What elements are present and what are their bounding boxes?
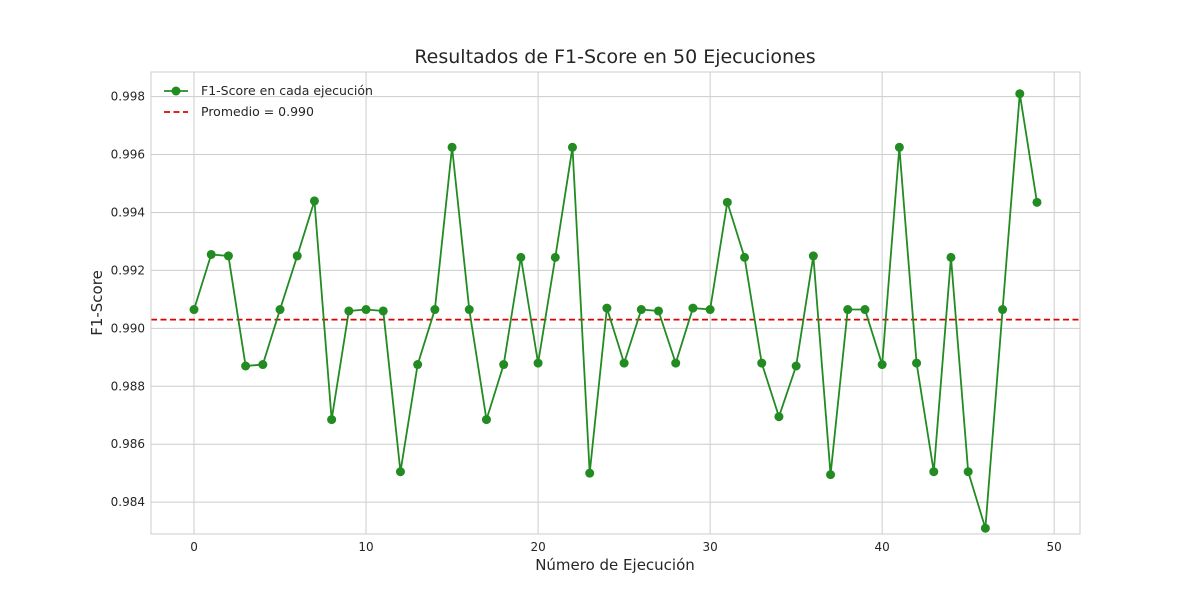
x-tick-label: 50 xyxy=(1047,540,1062,554)
data-point xyxy=(1015,89,1025,99)
data-point xyxy=(499,360,509,370)
grid-lines xyxy=(151,72,1080,534)
data-point xyxy=(361,305,371,315)
data-point xyxy=(808,251,818,261)
data-point xyxy=(1032,197,1042,207)
data-point xyxy=(860,305,870,315)
y-tick-label: 0.996 xyxy=(111,148,145,162)
x-tick-label: 20 xyxy=(530,540,545,554)
data-point xyxy=(189,305,199,315)
y-tick-label: 0.990 xyxy=(111,321,145,335)
data-point xyxy=(980,523,990,533)
data-point xyxy=(963,467,973,477)
data-point xyxy=(602,303,612,313)
data-point xyxy=(998,305,1008,315)
tick-labels: 0 10 20 30 40 50 0.984 0.986 0.988 0.990 0.992 0.99… xyxy=(111,90,1062,554)
x-tick-label: 0 xyxy=(190,540,198,554)
data-point xyxy=(826,470,836,480)
data-point xyxy=(894,142,904,152)
x-tick-label: 40 xyxy=(875,540,890,554)
x-tick-label: 30 xyxy=(702,540,717,554)
data-point xyxy=(877,360,887,370)
series-group xyxy=(189,89,1042,533)
data-point xyxy=(929,467,939,477)
data-point xyxy=(740,252,750,262)
data-point xyxy=(567,142,577,152)
y-tick-label: 0.998 xyxy=(111,90,145,104)
data-point xyxy=(774,412,784,422)
data-point xyxy=(223,251,233,261)
data-point xyxy=(946,252,956,262)
y-tick-label: 0.988 xyxy=(111,379,145,393)
data-point xyxy=(344,306,354,316)
series-line xyxy=(193,92,1038,530)
data-point xyxy=(688,303,698,313)
y-tick-label: 0.992 xyxy=(111,263,145,277)
data-point xyxy=(395,467,405,477)
data-point xyxy=(843,305,853,315)
y-tick-label: 0.986 xyxy=(111,437,145,451)
data-point xyxy=(550,252,560,262)
data-point xyxy=(533,358,543,368)
data-point xyxy=(447,142,457,152)
data-point xyxy=(378,306,388,316)
y-tick-label: 0.984 xyxy=(111,495,145,509)
data-point xyxy=(705,305,715,315)
data-point xyxy=(258,360,268,370)
data-point xyxy=(722,197,732,207)
y-tick-label: 0.994 xyxy=(111,205,145,219)
y-axis-label: F1-Score xyxy=(88,270,106,336)
data-point xyxy=(757,358,767,368)
x-axis-label: Número de Ejecución xyxy=(535,556,695,574)
chart-title: Resultados de F1-Score en 50 Ejecuciones xyxy=(414,46,815,68)
data-point xyxy=(516,252,526,262)
data-point xyxy=(292,251,302,261)
data-point xyxy=(636,305,646,315)
legend: F1-Score en cada ejecución Promedio = 0.… xyxy=(164,83,373,119)
data-point xyxy=(413,360,423,370)
legend-series-marker xyxy=(171,86,181,96)
x-tick-label: 10 xyxy=(358,540,373,554)
data-point xyxy=(430,305,440,315)
legend-average-label: Promedio = 0.990 xyxy=(201,104,314,119)
data-point xyxy=(912,358,922,368)
data-point xyxy=(619,358,629,368)
data-point xyxy=(481,415,491,425)
data-point xyxy=(585,468,595,478)
data-point xyxy=(327,415,337,425)
data-point xyxy=(654,306,664,316)
legend-series-label: F1-Score en cada ejecución xyxy=(201,83,373,98)
data-point xyxy=(275,305,285,315)
data-point xyxy=(464,305,474,315)
data-point xyxy=(791,361,801,371)
plot-frame xyxy=(150,71,1081,535)
data-point xyxy=(671,358,681,368)
data-point xyxy=(309,196,319,206)
data-point xyxy=(241,361,251,371)
data-point xyxy=(206,249,216,259)
